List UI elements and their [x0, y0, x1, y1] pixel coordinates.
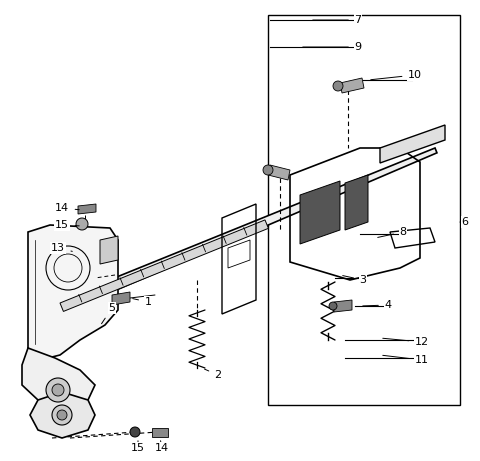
Text: 3: 3 — [343, 275, 367, 285]
Text: 7: 7 — [313, 15, 361, 25]
Text: 13: 13 — [51, 243, 72, 253]
Polygon shape — [334, 300, 352, 312]
Bar — [268, 15, 460, 405]
Circle shape — [333, 81, 343, 91]
Polygon shape — [100, 236, 118, 264]
Text: 1: 1 — [132, 297, 152, 307]
Text: 2: 2 — [204, 369, 222, 380]
Text: 14: 14 — [55, 203, 79, 213]
Circle shape — [263, 165, 273, 175]
Polygon shape — [60, 148, 437, 312]
Polygon shape — [22, 348, 95, 410]
Text: 14: 14 — [155, 441, 169, 453]
Circle shape — [76, 218, 88, 230]
Text: 6: 6 — [460, 217, 468, 227]
Text: 4: 4 — [363, 300, 392, 310]
Polygon shape — [268, 165, 290, 180]
Polygon shape — [345, 175, 368, 230]
Polygon shape — [78, 204, 96, 214]
Polygon shape — [300, 181, 340, 244]
Text: 12: 12 — [383, 337, 429, 347]
Text: 9: 9 — [303, 42, 361, 52]
Circle shape — [52, 384, 64, 396]
Text: 10: 10 — [371, 70, 422, 80]
Text: 8: 8 — [378, 227, 407, 237]
Circle shape — [130, 427, 140, 437]
Polygon shape — [112, 292, 130, 305]
Text: 5: 5 — [102, 303, 116, 324]
Circle shape — [46, 378, 70, 402]
Polygon shape — [28, 225, 118, 360]
Circle shape — [52, 405, 72, 425]
Circle shape — [329, 302, 337, 310]
Text: 15: 15 — [131, 441, 145, 453]
Text: 11: 11 — [383, 355, 429, 365]
Polygon shape — [60, 220, 268, 312]
Polygon shape — [30, 392, 95, 438]
Polygon shape — [340, 78, 364, 93]
Text: 15: 15 — [55, 220, 79, 230]
Circle shape — [57, 410, 67, 420]
Polygon shape — [152, 428, 168, 437]
Polygon shape — [380, 125, 445, 163]
